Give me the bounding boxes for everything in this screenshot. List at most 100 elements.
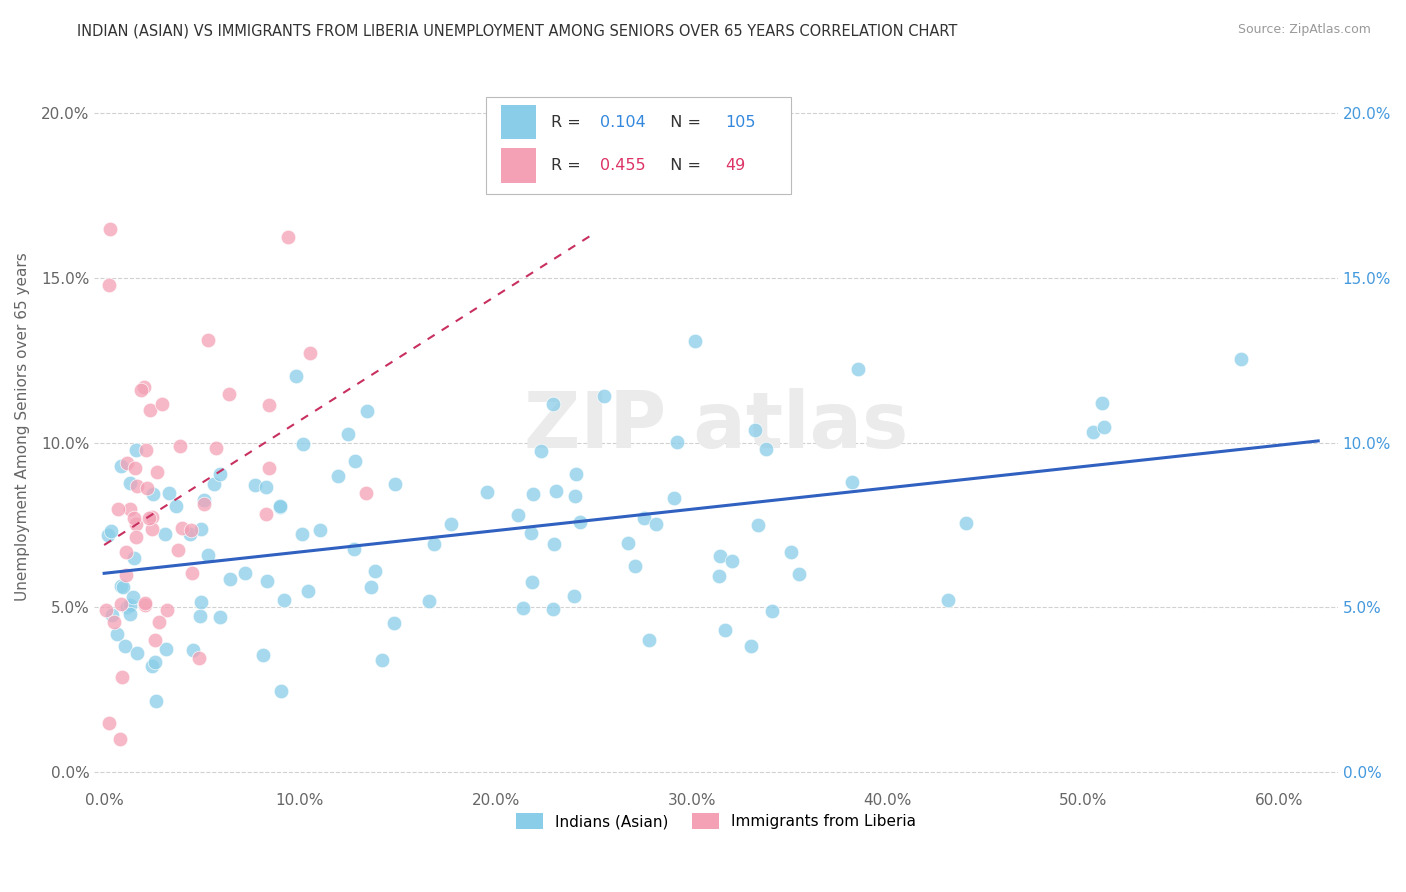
- Point: [256, 507, 278, 521]
- Point: [544, 484, 567, 499]
- Point: [107, 502, 129, 516]
- Point: [747, 518, 769, 533]
- Point: [543, 602, 565, 616]
- Point: [110, 459, 132, 474]
- Point: [135, 442, 157, 457]
- Point: [382, 616, 405, 631]
- Point: [1092, 419, 1115, 434]
- Point: [155, 642, 177, 657]
- Point: [257, 461, 280, 475]
- Point: [138, 510, 160, 524]
- Text: N =: N =: [659, 114, 706, 129]
- Point: [506, 508, 529, 522]
- Point: [120, 607, 142, 621]
- Point: [364, 564, 387, 578]
- Point: [115, 567, 138, 582]
- Point: [354, 485, 377, 500]
- Point: [1081, 425, 1104, 440]
- Point: [243, 478, 266, 492]
- Point: [709, 549, 731, 564]
- Text: ZIP atlas: ZIP atlas: [524, 388, 908, 465]
- Point: [371, 653, 394, 667]
- Point: [219, 572, 242, 586]
- Point: [94, 603, 117, 617]
- Point: [273, 593, 295, 607]
- Point: [121, 590, 143, 604]
- Point: [418, 594, 440, 608]
- Point: [565, 467, 588, 481]
- Point: [292, 437, 315, 451]
- Point: [519, 526, 541, 541]
- Point: [125, 530, 148, 544]
- Point: [148, 615, 170, 629]
- Point: [955, 516, 977, 530]
- Point: [145, 694, 167, 708]
- Point: [165, 499, 187, 513]
- Point: [841, 475, 863, 489]
- Point: [269, 500, 291, 515]
- Point: [112, 580, 135, 594]
- Point: [522, 486, 544, 500]
- Point: [297, 584, 319, 599]
- Point: [638, 632, 661, 647]
- Point: [193, 493, 215, 508]
- Point: [115, 599, 138, 614]
- Point: [308, 523, 330, 537]
- Point: [360, 580, 382, 594]
- Point: [512, 600, 534, 615]
- Point: [122, 550, 145, 565]
- Point: [475, 484, 498, 499]
- Point: [188, 650, 211, 665]
- Bar: [501, 104, 536, 139]
- Legend: Indians (Asian), Immigrants from Liberia: Indians (Asian), Immigrants from Liberia: [509, 807, 922, 835]
- Point: [139, 403, 162, 417]
- Point: [122, 511, 145, 525]
- Point: [111, 670, 134, 684]
- Point: [108, 732, 131, 747]
- Text: 105: 105: [724, 114, 755, 129]
- Point: [202, 477, 225, 491]
- Point: [169, 439, 191, 453]
- Point: [101, 608, 124, 623]
- Point: [129, 383, 152, 397]
- Point: [142, 486, 165, 500]
- Point: [124, 461, 146, 475]
- Point: [180, 523, 202, 537]
- Text: 0.455: 0.455: [600, 158, 645, 173]
- Point: [1091, 396, 1114, 410]
- Point: [141, 522, 163, 536]
- Text: N =: N =: [659, 158, 706, 173]
- Point: [146, 465, 169, 479]
- Point: [114, 545, 136, 559]
- Point: [616, 536, 638, 550]
- Point: [284, 368, 307, 383]
- Point: [143, 632, 166, 647]
- Point: [384, 476, 406, 491]
- Point: [562, 589, 585, 603]
- Point: [97, 715, 120, 730]
- Point: [136, 482, 159, 496]
- Point: [105, 627, 128, 641]
- Point: [1229, 352, 1251, 367]
- Point: [252, 648, 274, 662]
- Point: [114, 640, 136, 654]
- Point: [155, 526, 177, 541]
- Point: [166, 542, 188, 557]
- Point: [761, 604, 783, 618]
- Point: [181, 566, 204, 581]
- Point: [179, 526, 201, 541]
- Point: [720, 554, 742, 568]
- Point: [543, 537, 565, 551]
- Point: [787, 566, 810, 581]
- Point: [152, 397, 174, 411]
- Point: [125, 517, 148, 532]
- Point: [98, 221, 121, 235]
- Text: Source: ZipAtlas.com: Source: ZipAtlas.com: [1237, 23, 1371, 37]
- Point: [707, 568, 730, 582]
- Point: [344, 453, 367, 467]
- Point: [190, 595, 212, 609]
- Point: [257, 398, 280, 412]
- Point: [134, 599, 156, 613]
- Point: [103, 615, 125, 629]
- Point: [125, 479, 148, 493]
